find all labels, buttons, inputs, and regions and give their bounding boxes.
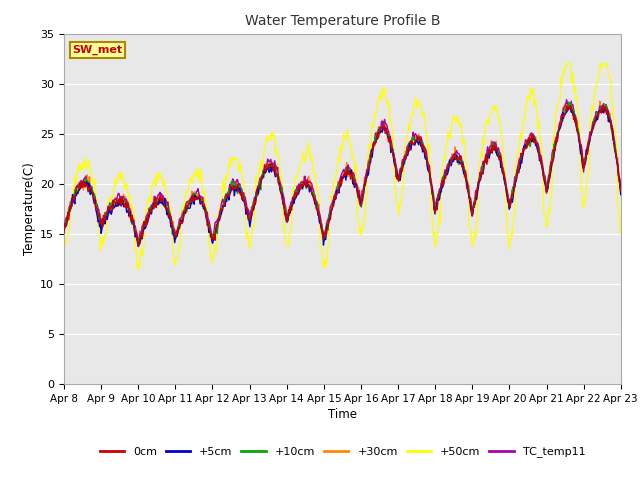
- +50cm: [134, 267, 141, 273]
- Line: +5cm: +5cm: [64, 108, 621, 247]
- +10cm: [70, 195, 78, 201]
- +5cm: [617, 192, 625, 198]
- +50cm: [617, 230, 625, 236]
- +10cm: [428, 179, 435, 184]
- +5cm: [214, 218, 222, 224]
- 0cm: [127, 218, 135, 224]
- +10cm: [411, 139, 419, 144]
- TC_temp11: [127, 216, 135, 221]
- Title: Water Temperature Profile B: Water Temperature Profile B: [244, 14, 440, 28]
- Line: TC_temp11: TC_temp11: [64, 99, 621, 243]
- +50cm: [70, 184, 78, 190]
- 0cm: [428, 181, 435, 187]
- +5cm: [566, 105, 574, 110]
- TC_temp11: [134, 240, 142, 246]
- +50cm: [127, 200, 135, 206]
- +10cm: [134, 242, 142, 248]
- 0cm: [411, 139, 419, 145]
- TC_temp11: [563, 96, 570, 102]
- 0cm: [566, 103, 574, 108]
- Text: SW_met: SW_met: [72, 45, 122, 55]
- +50cm: [185, 183, 193, 189]
- +5cm: [70, 197, 78, 203]
- +30cm: [184, 198, 192, 204]
- Line: 0cm: 0cm: [64, 106, 621, 246]
- Line: +30cm: +30cm: [64, 101, 621, 240]
- +30cm: [411, 134, 419, 140]
- +50cm: [428, 172, 435, 178]
- +30cm: [60, 228, 68, 234]
- +10cm: [127, 220, 135, 226]
- Line: +50cm: +50cm: [64, 64, 621, 270]
- TC_temp11: [411, 131, 419, 137]
- +50cm: [411, 102, 419, 108]
- +30cm: [596, 98, 604, 104]
- +10cm: [617, 187, 625, 192]
- +5cm: [134, 244, 142, 250]
- X-axis label: Time: Time: [328, 408, 357, 421]
- +30cm: [127, 209, 135, 215]
- +5cm: [60, 227, 68, 232]
- 0cm: [214, 219, 222, 225]
- +30cm: [214, 225, 221, 231]
- +30cm: [70, 194, 78, 200]
- Y-axis label: Temperature(C): Temperature(C): [23, 162, 36, 255]
- +50cm: [562, 61, 570, 67]
- 0cm: [617, 188, 625, 194]
- +10cm: [214, 221, 222, 227]
- Legend: 0cm, +5cm, +10cm, +30cm, +50cm, TC_temp11: 0cm, +5cm, +10cm, +30cm, +50cm, TC_temp1…: [95, 442, 589, 462]
- 0cm: [70, 197, 78, 203]
- 0cm: [60, 230, 68, 236]
- +5cm: [428, 181, 435, 187]
- +30cm: [617, 190, 625, 195]
- +10cm: [565, 99, 573, 105]
- 0cm: [134, 243, 142, 249]
- Line: +10cm: +10cm: [64, 102, 621, 245]
- +50cm: [214, 211, 222, 217]
- TC_temp11: [214, 216, 222, 221]
- TC_temp11: [617, 186, 625, 192]
- +5cm: [127, 218, 135, 224]
- +30cm: [321, 238, 328, 243]
- TC_temp11: [70, 193, 78, 199]
- TC_temp11: [428, 179, 435, 184]
- +10cm: [185, 198, 193, 204]
- TC_temp11: [185, 198, 193, 204]
- +50cm: [60, 249, 68, 254]
- +5cm: [411, 142, 419, 148]
- +5cm: [185, 205, 193, 211]
- TC_temp11: [60, 221, 68, 227]
- +10cm: [60, 230, 68, 236]
- 0cm: [185, 202, 193, 207]
- +30cm: [428, 176, 435, 181]
